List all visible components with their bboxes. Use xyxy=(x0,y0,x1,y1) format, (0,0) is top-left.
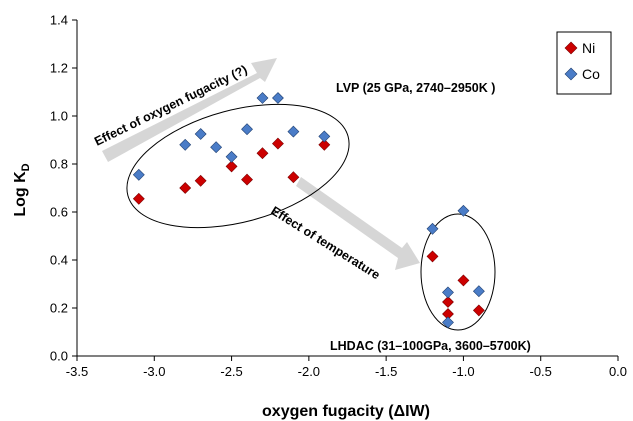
y-axis-title-main: Log K xyxy=(12,171,29,217)
y-tick-label: 1.4 xyxy=(50,13,68,28)
data-marks xyxy=(132,92,485,329)
point-co xyxy=(241,123,253,136)
oxygen-fugacity-arrow xyxy=(102,58,277,162)
point-ni xyxy=(179,182,192,194)
point-co xyxy=(132,168,145,181)
point-ni xyxy=(287,171,300,184)
point-ni xyxy=(194,174,207,187)
x-tick-label: -1.0 xyxy=(452,364,474,379)
point-co xyxy=(287,125,300,138)
legend-ni-marker xyxy=(564,41,578,55)
x-tick-label: -3.5 xyxy=(66,364,88,379)
y-tick-label: 0.2 xyxy=(50,301,68,316)
lhdac-annotation: LHDAC (31–100GPa, 3600–5700K) xyxy=(330,339,531,353)
x-tick-label: -1.5 xyxy=(375,364,397,379)
point-ni xyxy=(225,160,238,173)
point-co xyxy=(318,130,331,143)
point-co xyxy=(225,150,238,163)
point-ni xyxy=(256,147,269,160)
point-ni xyxy=(272,137,284,150)
y-tick-label: 0.0 xyxy=(50,349,68,364)
point-co xyxy=(210,141,223,154)
y-axis-title-subscript: D xyxy=(20,163,32,171)
point-ni xyxy=(472,304,485,317)
y-tick-label: 0.4 xyxy=(50,253,68,268)
legend-co-marker xyxy=(564,67,578,81)
point-co xyxy=(426,222,439,235)
x-tick-label: -2.0 xyxy=(298,364,320,379)
y-tick-label: 1.0 xyxy=(50,109,68,124)
y-tick-label: 0.6 xyxy=(50,205,68,220)
lhdac-ellipse xyxy=(420,213,496,331)
point-co xyxy=(194,128,207,140)
point-co xyxy=(457,204,470,217)
legend-co-label: Co xyxy=(582,66,600,82)
point-ni xyxy=(318,138,331,151)
lvp-annotation: LVP (25 GPa, 2740–2950K ) xyxy=(336,81,495,95)
point-ni xyxy=(132,192,145,205)
point-ni xyxy=(241,173,253,186)
y-tick-label: 0.8 xyxy=(50,157,68,172)
point-co xyxy=(442,316,454,329)
x-tick-label: 0.0 xyxy=(609,364,627,379)
temperature-arrow xyxy=(296,177,420,270)
x-tick-label: -3.0 xyxy=(143,364,165,379)
point-ni xyxy=(426,250,439,263)
axes xyxy=(72,19,619,361)
x-tick-label: -2.5 xyxy=(220,364,242,379)
point-co xyxy=(272,92,284,104)
legend-ni-label: Ni xyxy=(582,40,595,56)
legend-box xyxy=(556,31,612,95)
point-co xyxy=(472,285,485,298)
point-ni xyxy=(457,274,470,287)
legend: Ni Co xyxy=(556,31,612,95)
point-ni xyxy=(442,296,454,308)
y-tick-label: 1.2 xyxy=(50,61,68,76)
y-axis-title: Log KD xyxy=(12,163,32,216)
x-axis-title: oxygen fugacity (ΔIW) xyxy=(262,403,430,420)
lvp-ellipse xyxy=(126,103,350,229)
point-co xyxy=(179,138,192,151)
x-tick-label: -0.5 xyxy=(530,364,552,379)
point-co xyxy=(442,286,454,299)
point-co xyxy=(256,92,269,104)
tick-labels: -3.5 -3.0 -2.5 -2.0 -1.5 -1.0 -0.5 0.0 0.0 0.2 0.4… xyxy=(50,13,627,380)
